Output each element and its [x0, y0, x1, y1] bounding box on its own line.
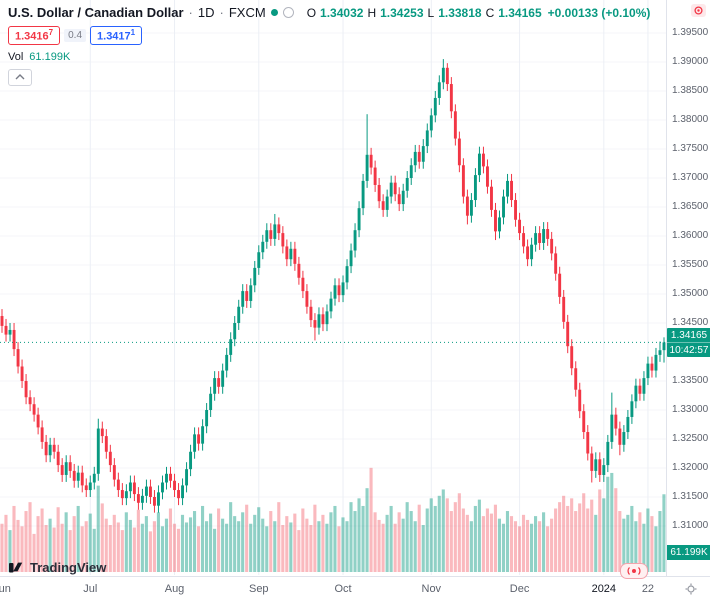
- interval-label[interactable]: 1D: [197, 5, 215, 20]
- volume-indicator-label[interactable]: Vol: [8, 50, 24, 63]
- change-value: +0.00133 (+0.10%): [547, 5, 651, 20]
- volume-value-badge: 61.199K: [667, 545, 710, 560]
- trade-buttons-row: 1.34167 0.4 1.34171: [8, 26, 650, 45]
- separator: ·: [219, 5, 224, 20]
- chart-pane[interactable]: [0, 0, 666, 575]
- price-scale-label: 1.34500: [672, 317, 709, 328]
- last-price-badge: 1.34165 10:42:57: [667, 328, 710, 358]
- collapse-legend-button[interactable]: [8, 68, 32, 86]
- chart-legend: U.S. Dollar / Canadian Dollar · 1D · FXC…: [8, 5, 650, 86]
- time-scale[interactable]: Jun Jul Aug Sep Oct Nov Dec 2024 22: [0, 576, 710, 600]
- separator: ·: [188, 5, 193, 20]
- open-value: 1.34032: [320, 5, 364, 20]
- economic-events-icon[interactable]: [620, 563, 648, 579]
- time-scale-label: Jun: [0, 583, 11, 595]
- ohlc-readout: O 1.34032 H 1.34253 L 1.33818 C 1.34165 +0.0…: [307, 6, 651, 20]
- price-scale-label: 1.33000: [672, 404, 709, 415]
- price-scale-label: 1.37500: [672, 143, 709, 154]
- candlestick-plot[interactable]: [0, 0, 666, 575]
- time-scale-label: Dec: [509, 583, 530, 595]
- broadcast-glyph-icon: [627, 567, 641, 575]
- price-scale-label: 1.35000: [672, 288, 709, 299]
- record-indicator-icon[interactable]: [691, 4, 706, 17]
- price-scale-label: 1.36000: [672, 230, 709, 241]
- time-scale-label: Sep: [248, 583, 269, 595]
- price-scale-label: 1.33500: [672, 375, 709, 386]
- market-status-dot-icon[interactable]: [270, 9, 278, 16]
- spread-value: 0.4: [64, 28, 87, 42]
- close-label: C: [485, 5, 495, 20]
- chevron-up-icon: [15, 74, 25, 80]
- grid-layer: [0, 0, 666, 575]
- tradingview-logo[interactable]: TradingView: [8, 559, 106, 576]
- time-scale-label: Aug: [164, 583, 185, 595]
- price-scale-label: 1.39500: [672, 27, 709, 38]
- sell-button[interactable]: 1.34167: [8, 26, 61, 45]
- price-scale-label: 1.32500: [672, 433, 709, 444]
- scale-settings-gear-icon[interactable]: [685, 582, 697, 600]
- buy-button[interactable]: 1.34171: [90, 26, 143, 45]
- last-price-value: 1.34165: [670, 329, 708, 341]
- symbol-title-row: U.S. Dollar / Canadian Dollar · 1D · FXC…: [8, 5, 650, 20]
- red-dot-glyph-icon: [694, 6, 703, 15]
- open-label: O: [306, 5, 317, 20]
- price-scale-label: 1.32000: [672, 462, 709, 473]
- time-scale-label: 2024: [591, 583, 617, 595]
- bar-countdown: 10:42:57: [667, 342, 710, 357]
- time-scale-label: 22: [641, 583, 655, 595]
- volume-indicator-row: Vol 61.199K: [8, 51, 650, 63]
- high-value: 1.34253: [380, 5, 424, 20]
- price-scale-label: 1.31500: [672, 491, 709, 502]
- low-label: L: [427, 5, 435, 20]
- visibility-icon[interactable]: [282, 7, 294, 18]
- close-value: 1.34165: [498, 5, 542, 20]
- price-scale-label: 1.31000: [672, 520, 709, 531]
- exchange-label: FXCM: [228, 5, 266, 20]
- tradingview-logo-icon: [9, 562, 23, 573]
- price-scale-label: 1.36500: [672, 201, 709, 212]
- price-scale-label: 1.37000: [672, 172, 709, 183]
- volume-indicator-value: 61.199K: [29, 50, 71, 63]
- time-scale-label: Jul: [83, 583, 98, 595]
- high-label: H: [367, 5, 377, 20]
- price-scale[interactable]: 1.34165 10:42:57 61.199K 1.39500 1.39000 1…: [666, 0, 710, 576]
- price-scale-label: 1.35500: [672, 259, 709, 270]
- time-scale-label: Nov: [421, 583, 442, 595]
- price-scale-label: 1.38500: [672, 85, 709, 96]
- low-value: 1.33818: [438, 5, 482, 20]
- price-scale-label: 1.39000: [672, 56, 709, 67]
- tradingview-logo-text: TradingView: [30, 560, 107, 575]
- candles-layer: [0, 59, 666, 513]
- time-scale-label: Oct: [334, 583, 352, 595]
- price-scale-label: 1.38000: [672, 114, 709, 125]
- symbol-name[interactable]: U.S. Dollar / Canadian Dollar: [8, 5, 184, 20]
- volume-bars: [0, 467, 666, 572]
